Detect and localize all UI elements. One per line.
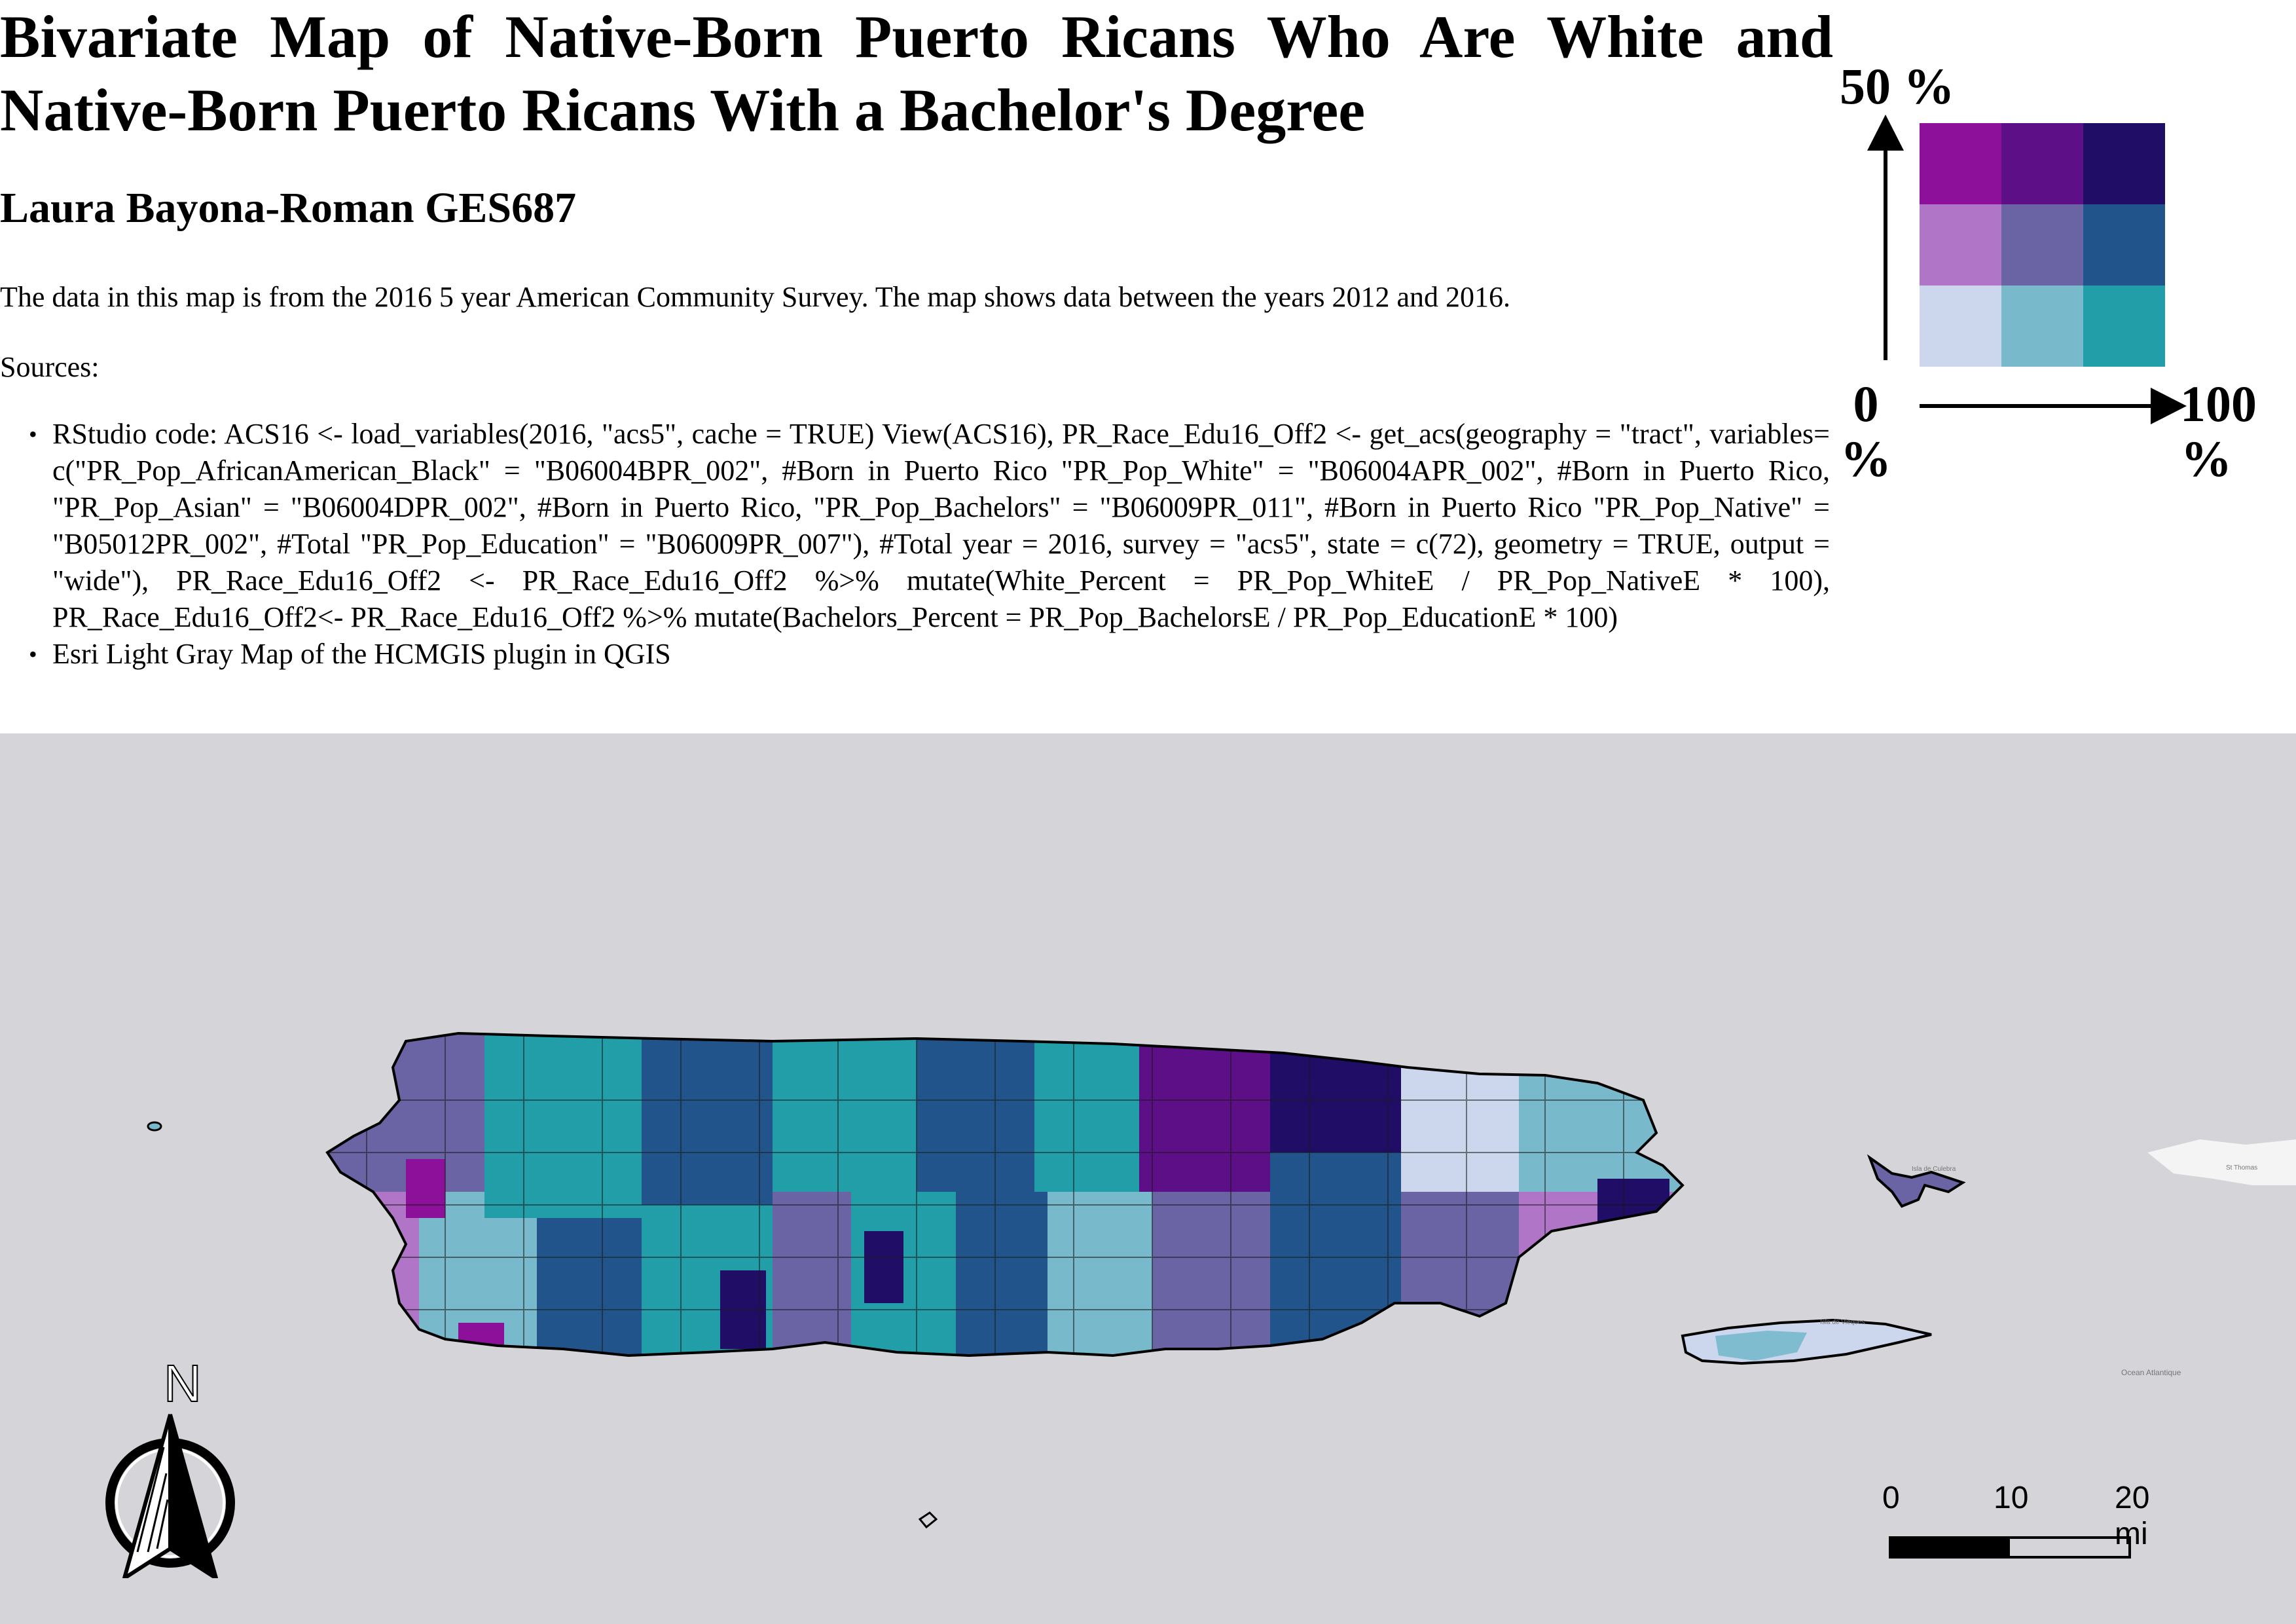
north-arrow: N: [98, 1354, 249, 1583]
legend-axes: [1867, 115, 2187, 424]
culebra-island: [1867, 1154, 1966, 1208]
source-item-rstudio: RStudio code: ACS16 <- load_variables(20…: [29, 416, 1830, 636]
author-line: Laura Bayona-Roman GES687: [0, 184, 577, 232]
census-tracts: [327, 1033, 1683, 1356]
legend-cell: [1920, 286, 2001, 367]
coastline: [325, 1031, 1685, 1357]
label-culebra: Isla de Culebra: [1912, 1166, 1956, 1173]
desecheo-island: [147, 1121, 162, 1132]
map-title: Bivariate Map of Native-Born Puerto Rica…: [0, 3, 1833, 143]
bivariate-legend: 50 % 0 % 100 %: [1840, 52, 2257, 511]
label-vieques: Isla de Vieques: [1820, 1319, 1865, 1326]
sources-label: Sources:: [0, 351, 100, 383]
puerto-rico-map: Isla de Culebra Isla de Vieques Ocean At…: [147, 1031, 2296, 1529]
caja-de-muertos: [918, 1511, 938, 1529]
legend-color-grid: [1920, 123, 2165, 367]
label-st-thomas: St Thomas: [2226, 1164, 2257, 1172]
legend-cell: [2083, 286, 2165, 367]
north-arrow-icon: N: [105, 1354, 235, 1583]
legend-y-top-label: 50 %: [1840, 58, 1955, 115]
description-text: The data in this map is from the 2016 5 …: [0, 281, 1511, 313]
legend-x-left-label: 0 %: [1840, 375, 1891, 487]
sources-list: RStudio code: ACS16 <- load_variables(20…: [29, 416, 1830, 673]
legend-cell: [2083, 123, 2165, 204]
legend-cell: [2083, 204, 2165, 286]
scale-label-20: 20 mi: [2115, 1481, 2150, 1551]
scale-label-0: 0: [1882, 1481, 1900, 1515]
legend-cell: [1920, 123, 2001, 204]
north-label: N: [164, 1362, 202, 1412]
legend-cell: [1920, 204, 2001, 286]
legend-cell: [2001, 204, 2083, 286]
virgin-islands: [2147, 1139, 2296, 1185]
legend-cell: [2001, 286, 2083, 367]
legend-x-right-label: 100 %: [2180, 375, 2257, 487]
map-canvas[interactable]: Isla de Culebra Isla de Vieques Ocean At…: [0, 733, 2296, 1624]
legend-cell: [2001, 123, 2083, 204]
scale-label-10: 10: [1994, 1481, 2029, 1515]
source-item-basemap: Esri Light Gray Map of the HCMGIS plugin…: [29, 636, 1830, 673]
scale-bar: 0 10 20 mi: [1876, 1480, 2190, 1559]
label-ocean: Ocean Atlantique: [2121, 1368, 2181, 1377]
scale-bar-graphic: [1889, 1536, 2131, 1559]
